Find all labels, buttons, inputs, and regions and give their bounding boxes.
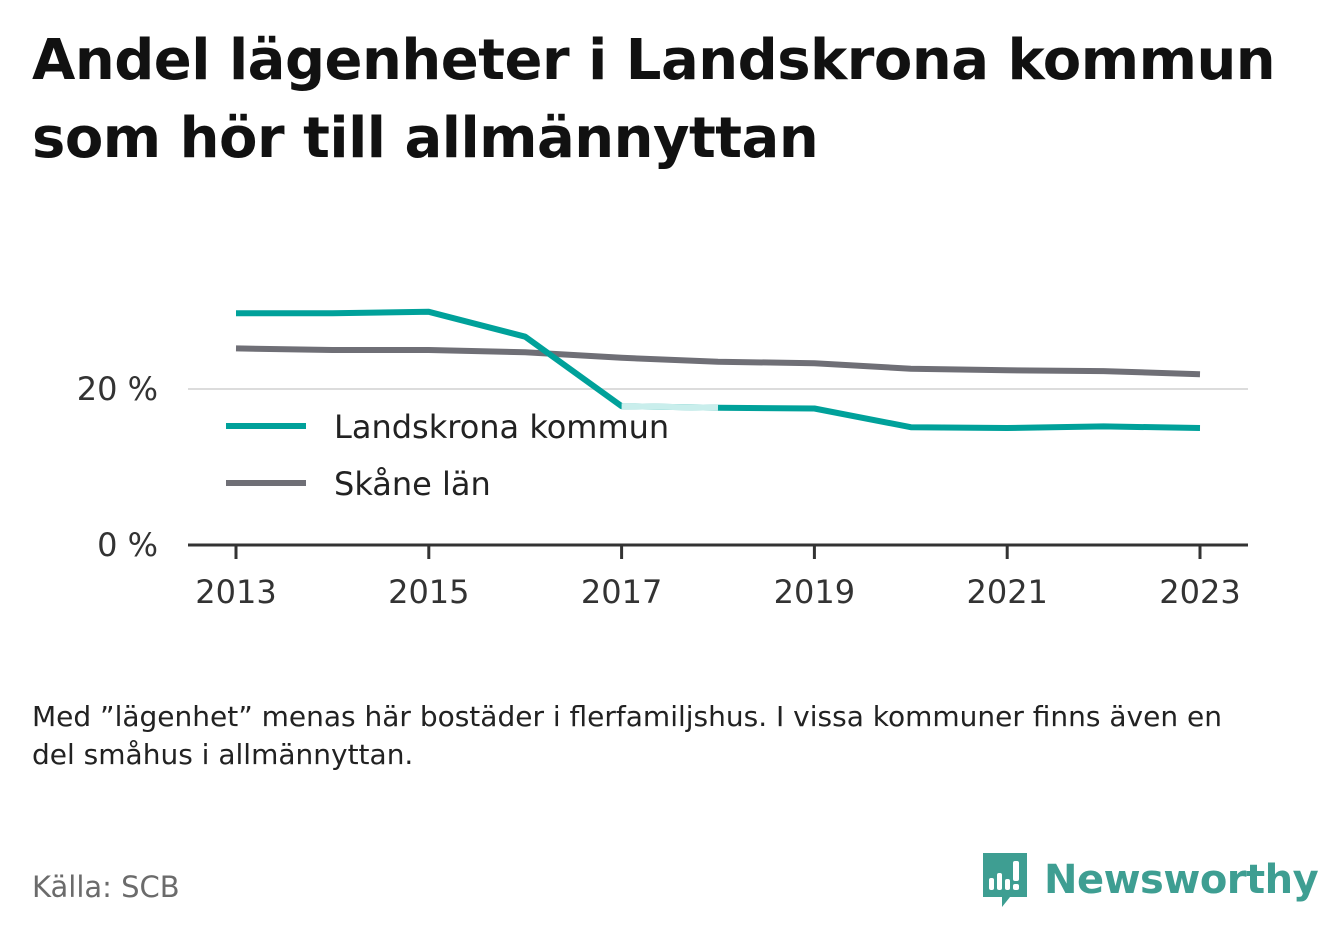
brand-logo: Newsworthy [980, 850, 1319, 910]
x-tick-label: 2013 [195, 573, 276, 611]
chart-note: Med ”lägenhet” menas här bostäder i fler… [32, 700, 1222, 771]
x-tick-label: 2021 [966, 573, 1047, 611]
y-axis: 0 % 20 % [77, 370, 158, 564]
chart-title: Andel lägenheter i Landskrona kommun som… [32, 28, 1276, 171]
legend-bg [216, 481, 316, 517]
series-line-0-highlight [621, 403, 719, 411]
legend: Landskrona kommun Skåne län [216, 408, 669, 517]
x-axis: 2013 2015 2017 2019 2021 2023 [188, 543, 1248, 611]
series-lines [235, 308, 1201, 431]
brand-name: Newsworthy [1044, 857, 1319, 903]
legend-bg [216, 424, 316, 460]
x-tick-label: 2017 [581, 573, 662, 611]
x-tick-label: 2015 [388, 573, 469, 611]
legend-label: Skåne län [334, 465, 491, 503]
y-tick-label: 0 % [97, 526, 158, 564]
y-tick-label: 20 % [77, 370, 158, 408]
source-label: Källa: SCB [32, 870, 180, 904]
x-tick-label: 2023 [1159, 573, 1240, 611]
newsworthy-logo-icon [983, 853, 1027, 907]
line-chart: 0 % 20 % 2013 2015 2017 2019 2021 2023 Landskr… [77, 308, 1248, 611]
legend-label: Landskrona kommun [334, 408, 669, 446]
series-line-1 [235, 345, 1201, 378]
x-tick-label: 2019 [774, 573, 855, 611]
